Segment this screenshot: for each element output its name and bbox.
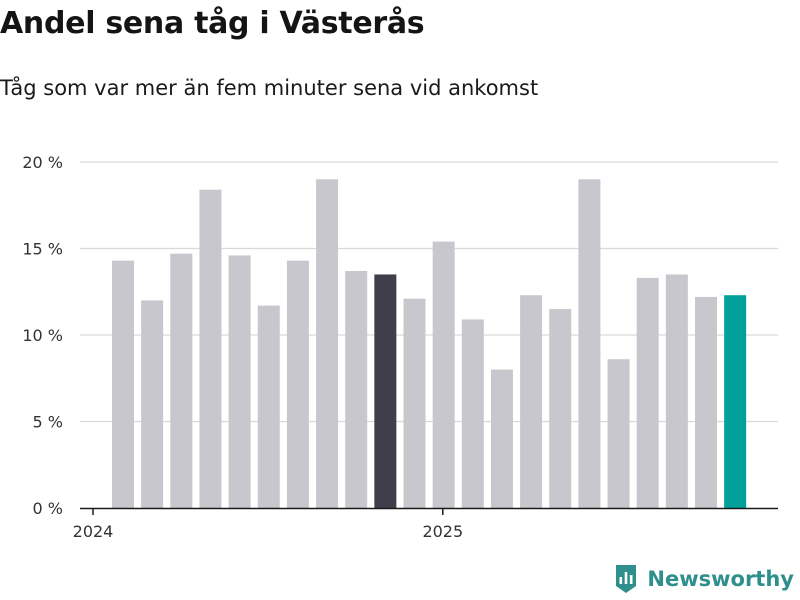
bars <box>112 179 747 509</box>
brand-name: Newsworthy <box>647 567 794 591</box>
bar-2025-04 <box>549 309 572 508</box>
y-tick-label: 20 % <box>22 153 63 172</box>
chart-subtitle: Tåg som var mer än fem minuter sena vid … <box>0 76 539 100</box>
bar-2025-05 <box>578 179 601 509</box>
bar-2024-07 <box>286 260 309 508</box>
bar-2025-02 <box>490 369 513 508</box>
y-tick-label: 5 % <box>33 413 63 432</box>
bar-2025-03 <box>520 295 543 508</box>
y-axis-ticks: 0 % 5 % 10 % 15 % 20 % <box>22 153 63 518</box>
bar-2025-07 <box>636 277 659 508</box>
bar-2024-06 <box>257 305 280 508</box>
x-axis-ticks: 2024 2025 <box>73 507 778 541</box>
bar-2024-02 <box>141 300 164 508</box>
x-tick-label: 2024 <box>73 522 114 541</box>
bar-2024-11 <box>403 298 426 508</box>
chart-title: Andel sena tåg i Västerås <box>0 6 425 41</box>
bar-2024-08 <box>316 179 339 509</box>
bar-2024-10 <box>374 274 397 508</box>
bar-2025-01 <box>461 319 484 508</box>
bar-2024-09 <box>345 270 368 508</box>
bar-chart-shield-icon <box>616 565 637 593</box>
bar-2024-12 <box>432 241 455 508</box>
bar-2025-10 <box>724 295 747 508</box>
x-tick-label: 2025 <box>422 522 463 541</box>
bar-2025-06 <box>607 359 630 508</box>
bar-2024-05 <box>228 255 251 508</box>
y-tick-label: 0 % <box>33 499 63 518</box>
gridlines <box>80 161 778 423</box>
bar-2024-01 <box>112 260 134 508</box>
y-tick-label: 15 % <box>22 240 63 259</box>
bar-2025-09 <box>695 296 717 508</box>
bar-2025-08 <box>665 274 688 508</box>
y-tick-label: 10 % <box>22 326 63 345</box>
bar-2024-04 <box>199 189 222 508</box>
bar-2024-03 <box>170 253 193 508</box>
brand-logo: Newsworthy <box>613 564 794 594</box>
